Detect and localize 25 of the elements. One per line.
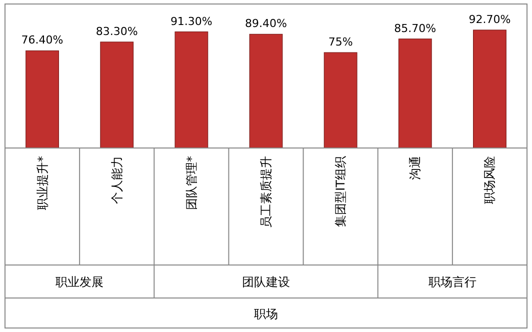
bar [100,42,134,148]
data-label: 76.40% [21,34,64,47]
bar [249,34,283,148]
bar [398,38,432,148]
data-label: 85.70% [394,22,436,35]
x-tick-label: 员工素质提升 [259,156,273,228]
text: 职场言行 [428,275,476,289]
text: 团队建设 [242,275,290,289]
x-tick-label: 职场风险 [482,156,497,204]
bar [174,31,208,148]
data-label: 91.30% [170,14,212,28]
data-label: 92.70% [468,13,511,26]
text: 职业发展 [56,275,104,289]
x-tick-label: 团队管理* [184,156,198,210]
x-tick-label: 职业提升* [35,156,50,210]
data-label: 75% [328,36,353,49]
x-tick-label: 个人能力 [110,156,124,204]
bar [26,50,59,148]
data-label: 83.30% [96,24,138,38]
x-tick-label: 集团型IT组织 [334,156,348,227]
bar [324,52,358,148]
x-tick-label: 沟通 [408,156,422,180]
text: 职场 [254,307,278,321]
bar [473,30,506,148]
data-label: 89.40% [245,17,287,30]
